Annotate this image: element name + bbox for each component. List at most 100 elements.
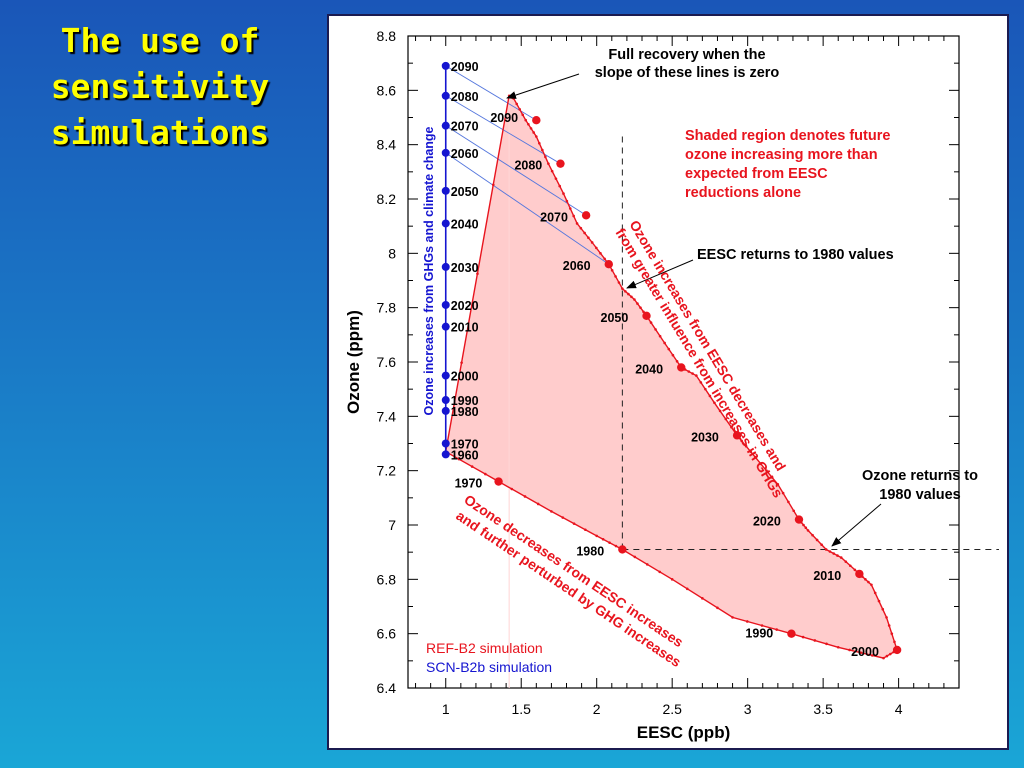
ref-b2-small-dot xyxy=(595,534,598,538)
ref-b2-small-dot xyxy=(590,241,594,244)
ref-b2-small-dot xyxy=(699,381,703,384)
ref-b2-point-2040 xyxy=(677,363,686,372)
scn-b2b-year-label: 2050 xyxy=(451,185,479,199)
ref-b2-small-dot xyxy=(775,628,779,631)
ref-b2-small-dot xyxy=(806,529,810,532)
ref-b2-year-label: 2060 xyxy=(563,259,591,273)
ref-b2-small-dot xyxy=(476,272,479,276)
slide-title-line-1: The use of xyxy=(60,21,260,60)
ref-b2-year-label: 2080 xyxy=(514,159,542,173)
ref-b2-point-1980 xyxy=(618,545,627,554)
ref-b2-small-dot xyxy=(701,597,704,600)
ref-b2-small-dot xyxy=(510,487,514,491)
ref-b2-small-dot xyxy=(491,183,495,187)
ref-b2-year-label: 2070 xyxy=(540,210,568,224)
shaded-region xyxy=(445,95,898,659)
slide-title: The use of sensitivity simulations xyxy=(10,18,310,156)
scn-b2b-year-label: 1980 xyxy=(451,405,479,419)
ref-b2-small-dot xyxy=(820,543,823,546)
ref-b2-point-2070 xyxy=(581,211,591,220)
y-tick-label: 7.8 xyxy=(377,300,397,316)
ref-b2-small-dot xyxy=(579,226,583,230)
ref-b2-small-dot xyxy=(836,645,840,649)
chart-panel: 6.4 6.6 6.8 7 7.2 7.4 7.6 7.8 8 8.2 8.4 8.6 8.8 1 1.5 2… xyxy=(327,14,1009,750)
scn-b2b-year-label: 1990 xyxy=(451,394,479,408)
y-tick-label: 7.6 xyxy=(377,354,397,370)
ref-b2-small-dot xyxy=(704,387,707,391)
scn-b2b-point-1990 xyxy=(441,396,450,405)
x-axis-label: EESC (ppb) xyxy=(637,723,731,742)
ref-b2-small-dot xyxy=(781,491,785,495)
ref-b2-small-dot xyxy=(484,472,487,476)
scn-b2b-year-label: 1960 xyxy=(451,448,479,462)
ref-b2-small-dot xyxy=(870,654,874,657)
scn-b2b-point-1960 xyxy=(441,450,450,459)
y-tick-label: 6.4 xyxy=(377,680,397,696)
x-tick-label: 1 xyxy=(442,701,450,717)
ref-b2-small-dot xyxy=(535,135,538,138)
y-tick-label: 6.6 xyxy=(377,626,397,642)
ref-b2-small-dot xyxy=(649,321,653,324)
ref-b2-small-dot xyxy=(614,544,618,548)
ref-b2-point-2020 xyxy=(794,515,804,524)
ref-b2-small-dot xyxy=(558,184,562,188)
y-tick-label: 8.6 xyxy=(377,82,397,98)
ref-b2-year-label: 2090 xyxy=(490,111,518,125)
ref-b2-small-dot xyxy=(544,155,547,159)
ref-b2-small-dot xyxy=(532,131,535,134)
ref-b2-small-dot xyxy=(627,292,630,296)
ref-b2-small-dot xyxy=(844,560,848,563)
scn-b2b-year-label: 2060 xyxy=(451,147,479,161)
ref-b2-small-dot xyxy=(550,169,554,173)
ref-b2-year-label: 1970 xyxy=(455,477,483,491)
ref-b2-small-dot xyxy=(633,298,636,301)
ref-b2-small-dot xyxy=(601,537,605,541)
ref-b2-small-dot xyxy=(691,372,694,375)
ref-b2-small-dot xyxy=(621,287,624,290)
ref-b2-small-dot xyxy=(630,295,633,299)
ref-b2-small-dot xyxy=(887,624,891,627)
ref-b2-small-dot xyxy=(562,192,565,195)
ref-b2-small-dot xyxy=(568,207,572,210)
ref-b2-small-dot xyxy=(792,509,795,513)
y-axis-label: Ozone (ppm) xyxy=(344,310,363,414)
slide-title-line-3: simulations xyxy=(50,113,270,152)
annotation-ozone-returns: 1980 values xyxy=(879,487,960,503)
ref-b2-point-2050 xyxy=(642,311,651,321)
ref-b2-small-dot xyxy=(624,290,627,293)
ref-b2-small-dot xyxy=(740,439,743,443)
ref-b2-small-dot xyxy=(867,580,870,584)
x-tick-label: 3.5 xyxy=(813,701,833,717)
ref-b2-small-dot xyxy=(811,533,814,537)
annotation-ozone-returns: Ozone returns to xyxy=(862,468,978,484)
ref-b2-small-dot xyxy=(839,556,843,559)
ref-b2-point-2030 xyxy=(732,431,742,440)
ref-b2-small-dot xyxy=(760,624,764,627)
annotation-eesc-returns: EESC returns to 1980 values xyxy=(697,247,894,263)
connector-line-2070 xyxy=(445,125,587,216)
ref-b2-small-dot xyxy=(753,455,757,459)
ref-b2-small-dot xyxy=(608,541,611,544)
scn-b2b-year-label: 2090 xyxy=(451,60,479,74)
scn-b2b-point-1970 xyxy=(441,439,450,448)
connector-line-2060 xyxy=(445,152,610,265)
ref-b2-small-dot xyxy=(658,570,662,574)
ref-b2-small-dot xyxy=(617,281,621,284)
ref-b2-small-dot xyxy=(885,616,888,619)
ref-b2-small-dot xyxy=(518,108,522,111)
ref-b2-small-dot xyxy=(550,510,553,513)
ref-b2-small-dot xyxy=(547,162,550,165)
ref-b2-small-dot xyxy=(824,548,828,551)
ref-b2-small-dot xyxy=(882,656,885,660)
ozone-eesc-chart: 6.4 6.6 6.8 7 7.2 7.4 7.6 7.8 8 8.2 8.4 8.6 8.8 1 1.5 2… xyxy=(344,28,999,742)
ref-b2-small-dot xyxy=(541,148,544,152)
ref-b2-small-dot xyxy=(759,462,763,466)
scn-b2b-year-label: 1970 xyxy=(451,438,479,452)
ref-b2-year-label: 1990 xyxy=(745,627,773,641)
legend-ref-b2: REF-B2 simulation xyxy=(426,640,543,656)
ref-b2-small-dot xyxy=(849,564,852,568)
scn-b2b-point-2090 xyxy=(441,61,450,70)
x-tick-label: 3 xyxy=(744,701,752,717)
ref-b2-point-2000 xyxy=(892,645,902,655)
arrow-eesc-returns xyxy=(626,259,694,289)
